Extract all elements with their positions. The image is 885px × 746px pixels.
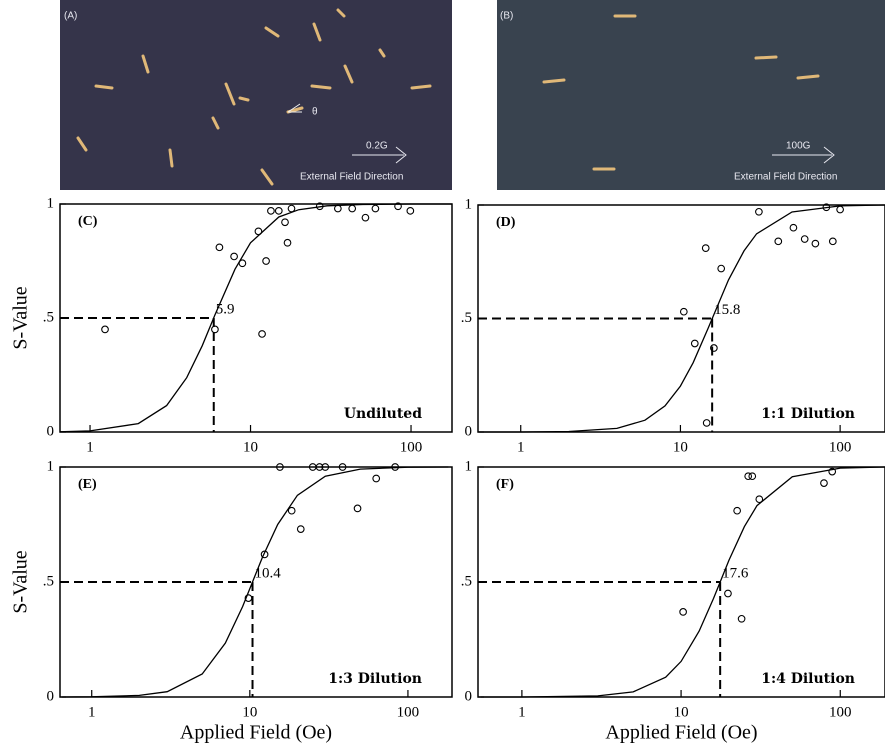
x-tick-label: 100: [397, 704, 420, 720]
data-point: [407, 208, 414, 215]
data-point: [691, 340, 698, 347]
data-point: [259, 331, 266, 338]
data-point: [284, 239, 291, 246]
x-tick-label: 100: [829, 704, 852, 720]
condition-label: Undiluted: [344, 406, 422, 422]
data-point: [263, 258, 270, 265]
condition-label: 1:1 Dilution: [761, 406, 855, 422]
angle-symbol: θ: [312, 107, 318, 118]
data-point: [282, 219, 289, 226]
data-point: [231, 253, 238, 260]
data-point: [734, 507, 741, 514]
caption: External Field Direction: [300, 172, 403, 183]
midpoint-label: 5.9: [216, 301, 235, 317]
data-point: [738, 616, 745, 623]
field-strength: 0.2G: [366, 141, 388, 152]
panel-label: (A): [64, 11, 77, 22]
x-tick-label: 10: [674, 704, 689, 720]
data-point: [268, 208, 275, 215]
data-point: [703, 420, 710, 427]
data-point: [255, 228, 262, 235]
x-tick-label: 1: [88, 704, 96, 720]
midpoint-label: 10.4: [255, 565, 282, 581]
data-point: [102, 326, 109, 333]
y-tick-label: 1: [47, 458, 55, 474]
y-tick-label: 1: [47, 195, 55, 211]
y-axis-label: S-Value: [10, 286, 32, 349]
data-point: [830, 238, 837, 245]
data-point: [288, 205, 295, 212]
x-axis-label: Applied Field (Oe): [180, 722, 332, 744]
field-strength: 100G: [786, 141, 811, 152]
data-point: [756, 209, 763, 216]
x-tick-label: 10: [243, 439, 258, 455]
data-point: [239, 260, 246, 267]
data-point: [354, 505, 361, 512]
x-tick-label: 100: [829, 439, 852, 455]
data-point: [275, 208, 282, 215]
data-point: [756, 496, 763, 503]
x-tick-label: 1: [518, 704, 526, 720]
y-tick-label: 0: [47, 423, 55, 439]
midpoint-label: 15.8: [714, 302, 740, 318]
data-point: [297, 526, 304, 533]
figure: (A) θ 0.2G External Field Direction (B) …: [0, 0, 885, 746]
data-point: [288, 507, 295, 514]
panel-label: (E): [78, 477, 97, 492]
micrograph-b: (B) 100G External Field Direction: [497, 0, 885, 190]
data-point: [681, 308, 688, 315]
panel-label: (C): [78, 214, 98, 229]
panel-label: (B): [500, 11, 513, 22]
data-point: [801, 236, 808, 243]
chart: 0 .5 1 1 10 100 5.9 (C) Undiluted S-Value: [10, 195, 452, 455]
data-point: [718, 265, 725, 272]
data-point: [372, 205, 379, 212]
y-tick-label: .5: [461, 573, 472, 589]
chart: 0 .5 1 1 10 100 17.6 (F) 1:4 Dilution Applied Fie…: [461, 458, 885, 743]
data-point: [812, 240, 819, 247]
x-tick-label: 10: [673, 439, 688, 455]
x-tick-label: 10: [242, 704, 257, 720]
data-point: [725, 590, 732, 597]
chart: 0 .5 1 1 10 100 15.8 (D) 1:1 Dilution: [461, 196, 885, 455]
data-point: [749, 473, 756, 480]
y-tick-label: 1: [465, 458, 473, 474]
data-point: [702, 245, 709, 252]
y-tick-label: 0: [465, 423, 473, 439]
chart: 0 .5 1 1 10 100 10.4 (E) 1:3 Dilution S-Value Appl…: [10, 458, 452, 743]
y-tick-label: .5: [461, 310, 472, 326]
data-point: [362, 214, 369, 221]
panel-label: (F): [496, 477, 514, 492]
micrograph-a: (A) θ 0.2G External Field Direction: [60, 0, 452, 190]
y-tick-label: 0: [47, 688, 55, 704]
y-tick-label: 1: [465, 196, 473, 212]
condition-label: 1:3 Dilution: [328, 671, 422, 687]
data-point: [775, 238, 782, 245]
x-tick-label: 1: [517, 439, 525, 455]
y-tick-label: .5: [43, 573, 54, 589]
data-point: [837, 206, 844, 213]
data-point: [373, 475, 380, 482]
data-point: [212, 326, 219, 333]
data-point: [790, 224, 797, 231]
x-tick-label: 1: [86, 439, 94, 455]
x-tick-label: 100: [400, 439, 423, 455]
y-tick-label: 0: [465, 688, 473, 704]
data-point: [680, 609, 687, 616]
caption: External Field Direction: [734, 172, 837, 183]
data-point: [349, 205, 356, 212]
data-point: [216, 244, 223, 251]
condition-label: 1:4 Dilution: [761, 671, 855, 687]
y-tick-label: .5: [43, 309, 54, 325]
panel-label: (D): [496, 215, 516, 230]
data-point: [335, 205, 342, 212]
midpoint-label: 17.6: [722, 565, 749, 581]
x-axis-label: Applied Field (Oe): [605, 722, 757, 744]
data-point: [821, 480, 828, 487]
y-axis-label: S-Value: [10, 550, 32, 613]
